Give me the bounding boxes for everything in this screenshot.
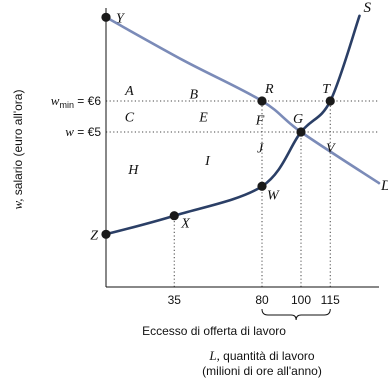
x-tick-label-115: 115 xyxy=(321,293,340,307)
point-label-z: Z xyxy=(90,228,98,243)
region-label-f: F xyxy=(255,114,265,129)
region-label-a: A xyxy=(124,84,134,99)
point-t xyxy=(325,96,335,106)
labels: 35 80 100 115 wmin = €6 w = €5 Eccesso di offe… xyxy=(10,0,388,378)
curves xyxy=(104,14,381,236)
curve-label-s: S xyxy=(364,0,372,16)
point-x xyxy=(169,211,179,221)
axes xyxy=(105,8,379,288)
x-tick-label-80: 80 xyxy=(255,293,269,307)
x-axis-label: L, quantità di lavoro xyxy=(208,348,314,363)
curve-label-d: D xyxy=(380,178,388,194)
point-label-r: R xyxy=(264,82,274,97)
point-z xyxy=(101,229,111,239)
point-label-w: W xyxy=(267,188,280,203)
point-y xyxy=(101,12,111,22)
excess-supply-brace xyxy=(261,308,331,321)
point-r xyxy=(257,96,267,106)
region-label-c: C xyxy=(125,111,135,126)
brace-label: Eccesso di offerta di lavoro xyxy=(142,324,286,338)
region-label-h: H xyxy=(127,163,139,178)
point-label-y: Y xyxy=(116,11,126,26)
reference-lines xyxy=(106,100,379,287)
point-label-x: X xyxy=(180,217,190,232)
point-g xyxy=(296,127,306,137)
point-label-t: T xyxy=(322,82,331,97)
x-tick-label-100: 100 xyxy=(291,293,311,307)
y-axis-label: w, salario (euro all'ora) xyxy=(10,90,25,210)
point-w xyxy=(257,181,267,191)
curve-d xyxy=(104,16,381,185)
y-tick-label-6: wmin = €6 xyxy=(51,93,102,110)
region-label-j: J xyxy=(257,142,264,157)
region-label-v: V xyxy=(326,142,336,157)
y-tick-label-5: w = €5 xyxy=(65,124,101,139)
point-label-g: G xyxy=(293,112,303,127)
region-label-b: B xyxy=(189,87,198,102)
x-axis-unit: (milioni di ore all'anno) xyxy=(202,364,322,378)
points xyxy=(101,12,335,239)
x-tick-label-35: 35 xyxy=(168,293,182,307)
region-label-i: I xyxy=(204,154,211,169)
region-label-e: E xyxy=(198,111,208,126)
curve-s xyxy=(104,14,361,236)
brace xyxy=(261,308,331,321)
